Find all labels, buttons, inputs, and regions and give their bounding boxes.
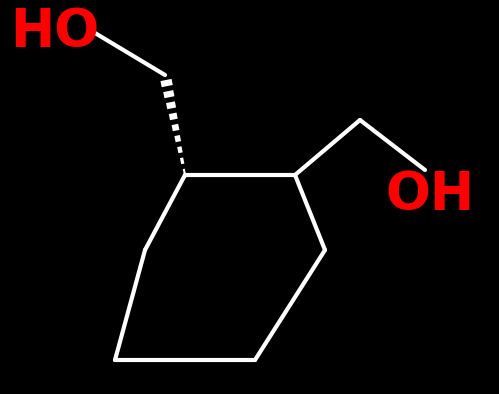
Text: OH: OH xyxy=(385,169,474,221)
Text: HO: HO xyxy=(10,6,99,58)
